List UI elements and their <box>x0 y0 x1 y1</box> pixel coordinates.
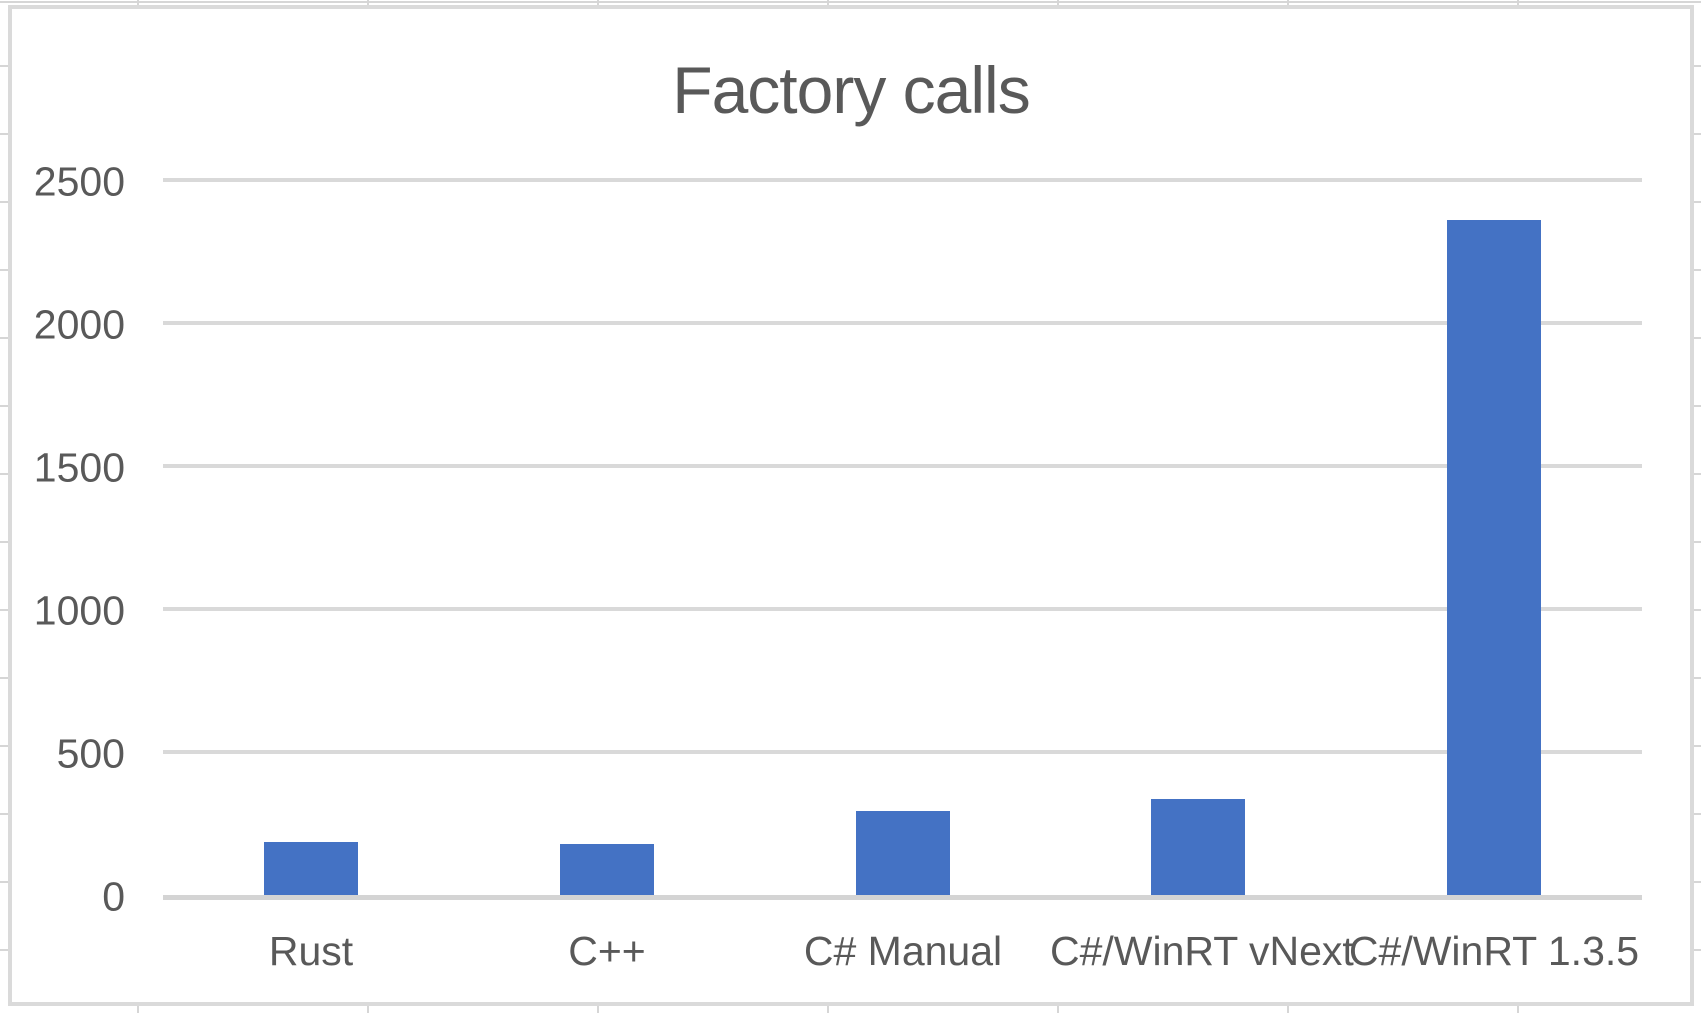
category-label: Rust <box>268 928 354 974</box>
gridline <box>163 750 1642 754</box>
bar-rust[interactable] <box>264 842 358 895</box>
category-label: C++ <box>568 928 646 974</box>
gridline <box>163 178 1642 182</box>
category-label: C#/WinRT 1.3.5 <box>1348 928 1640 974</box>
bar-c-winrt-1-3-5[interactable] <box>1447 220 1541 895</box>
y-tick-label: 1000 <box>33 587 125 634</box>
x-axis-line <box>163 895 1642 900</box>
chart-frame[interactable]: Factory calls 0 500 1000 1500 2000 2500 Rust C… <box>8 5 1694 1006</box>
bar-c-manual[interactable] <box>856 811 950 895</box>
category-label: C# Manual <box>803 928 1003 974</box>
gridline <box>163 321 1642 325</box>
category-label: C#/WinRT vNext <box>1050 928 1354 974</box>
y-tick-label: 1500 <box>33 444 125 491</box>
y-tick-label: 500 <box>56 730 125 777</box>
x-axis: Rust C++ C# Manual C#/WinRT vNext C#/WinRT 1… <box>12 9 1690 1002</box>
bar-c-winrt-vnext[interactable] <box>1151 799 1245 895</box>
bar-c-[interactable] <box>560 844 654 895</box>
sheet-gridline <box>0 1 1701 3</box>
gridline <box>163 607 1642 611</box>
chart-title[interactable]: Factory calls <box>672 53 1030 127</box>
y-axis: 0 500 1000 1500 2000 2500 <box>12 9 1690 1002</box>
gridline <box>163 464 1642 468</box>
y-tick-label: 2000 <box>33 301 125 348</box>
y-tick-label: 0 <box>102 873 125 920</box>
plot-area <box>12 9 1690 1002</box>
y-tick-label: 2500 <box>33 158 125 205</box>
